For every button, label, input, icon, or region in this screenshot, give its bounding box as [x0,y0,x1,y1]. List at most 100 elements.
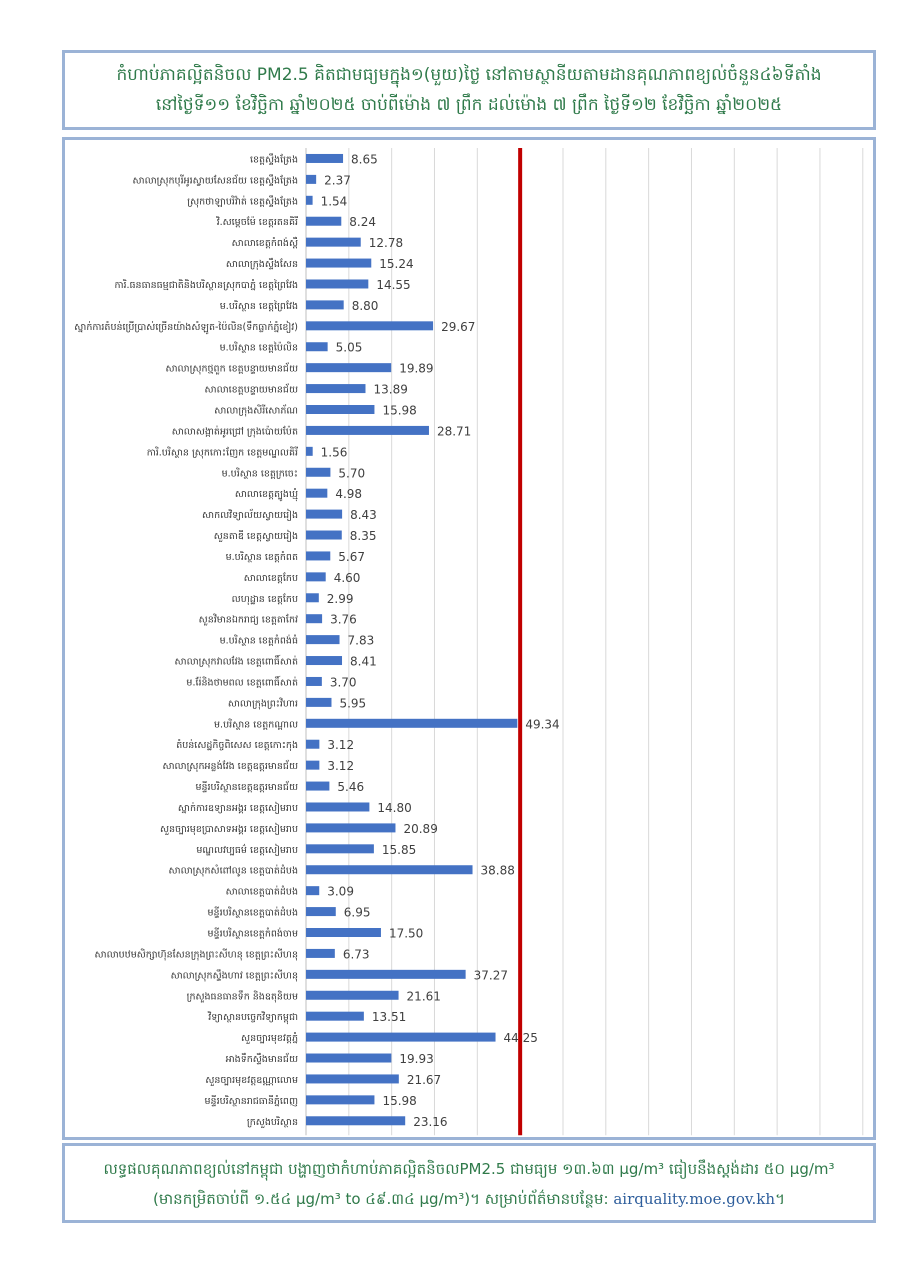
data-label: 12.78 [369,236,403,250]
bar [306,153,344,163]
data-label: 29.67 [441,320,475,334]
category-label: សាលាខេត្តបន្ទាយមានជ័យ [205,383,298,396]
category-label: មន្ទីរបរិស្ថានខេត្តបាត់ដំបង [208,906,298,919]
data-label: 38.88 [481,864,515,878]
website-link[interactable]: airquality.moe.gov.kh [613,1190,776,1208]
data-label: 14.80 [377,801,411,815]
data-label: 3.09 [327,885,354,899]
category-label: ម.បរិស្ថាន ខេត្តកំពត [226,550,298,563]
category-label: មន្ទីរបរិស្ថានខេត្តឧត្តរមានជ័យ [195,780,298,793]
summary-line-2: (មានកម្រិតចាប់ពី ១.៥៤ µg/m³ to ៤៩.៣៤ µg/… [153,1190,609,1208]
category-label: ម.បរិស្ថាន ខេត្តកំពង់ធំ [220,634,298,647]
bar [306,1116,406,1126]
data-label: 4.98 [335,487,362,501]
data-label: 19.89 [399,362,433,376]
category-label: សួនវិមានឯករាជ្យ ខេត្តតាកែវ [199,613,298,627]
bar [306,216,342,226]
bar [306,530,342,540]
bar [306,195,313,205]
category-label: មន្ទីរបរិស្ថានខេត្តកំពង់ចាម [208,927,298,940]
data-label: 8.80 [352,299,379,313]
bar [306,823,396,833]
category-label: សាលាក្រុងព្រះវិហារ [228,696,298,710]
data-label: 3.70 [330,675,357,689]
bar [306,1095,375,1105]
data-label: 8.35 [350,529,377,543]
bar [306,760,320,770]
data-label: 14.55 [376,278,410,292]
bar [306,174,317,184]
data-label: 2.37 [324,173,351,187]
data-label: 13.51 [372,1010,406,1024]
bar [306,865,473,875]
bar [306,718,518,728]
bar [306,614,323,624]
bar [306,384,366,394]
bar [306,279,369,289]
category-label: ម.បរិស្ថាន ខេត្តក្រចេះ [222,466,298,479]
bar [306,844,374,854]
category-label: មណ្ឌលវប្បធម៌ ខេត្តសៀមរាប [196,843,298,857]
bar-chart: 0102030405060708090100110120ខេត្តស្ទឹងត្… [74,148,864,1158]
category-label: ខេត្តស្ទឹងត្រែង [250,152,298,165]
data-label: 15.98 [382,404,416,418]
data-label: 1.54 [321,194,348,208]
data-label: 2.99 [327,592,354,606]
category-label: សាលាស្រុកអន្លង់វែង ខេត្តឧត្តរមានជ័យ [162,759,298,773]
category-label: ស្នាក់ការតំបន់ប្រើប្រាស់ច្រើនយ៉ាងសំឡូត-ប… [74,320,298,335]
data-label: 5.95 [339,696,366,710]
category-label: ម.បរិស្ថាន ខេត្តកណ្តាល [214,717,298,730]
data-label: 15.24 [379,257,413,271]
bar [306,969,466,979]
bar [306,1053,392,1063]
category-label: វិ.សម្តេចម៉ែ ខេត្តរតនគិរី [216,215,298,228]
data-label: 5.70 [338,466,365,480]
category-label: ក្រសួងបរិស្ថាន [247,1115,298,1129]
bar [306,886,320,896]
title-line-2: នៅថ្ងៃទី១១ ខែវិច្ឆិកា ឆ្នាំ២០២៥ ចាប់ពីម៉… [155,95,783,115]
data-label: 15.98 [382,1094,416,1108]
title-line-1: កំហាប់ភាគល្អិតនិចល PM2.5 គិតជាមធ្យមក្នុង… [116,65,822,85]
category-label: ម.បរិស្ថាន ខេត្តព្រៃវែង [220,299,298,312]
category-label: សាលាខេត្តត្បូងឃ្មុំ [235,487,298,502]
data-label: 8.24 [349,215,376,229]
data-label: 6.95 [344,906,371,920]
bar [306,551,331,561]
data-label: 23.16 [413,1115,447,1129]
data-label: 5.05 [336,341,363,355]
bar [306,990,399,1000]
bar [306,802,370,812]
category-label: ការិ.បរិស្ថាន ស្រុកកោះញែក ខេត្តមណ្ឌលគិរី [147,445,298,459]
category-label: សួនច្បារមុខប្រាសាទអង្គរ ខេត្តសៀមរាប [160,822,298,836]
data-label: 6.73 [343,947,370,961]
summary-line-1: លទ្ធផលគុណភាពខ្យល់នៅកម្ពុជា បង្ហាញថាកំហាប… [103,1160,835,1178]
data-label: 49.34 [525,717,559,731]
bar [306,237,361,247]
data-label: 4.60 [334,571,361,585]
bar [306,572,326,582]
category-label: សួនតាឌី ខេត្តស្វាយរៀង [214,529,298,543]
category-label: សាលាស្រុកវាលវែង ខេត្តពោធិ៍សាត់ [175,655,298,669]
data-label: 3.12 [327,759,354,773]
bar [306,446,313,456]
category-label: ស្រុកថាឡាបរិវ៉ាត់ ខេត្តស្ទឹងត្រែង [187,194,298,208]
data-label: 7.83 [348,634,375,648]
chart-box: 0102030405060708090100110120ខេត្តស្ទឹងត្… [62,137,876,1158]
data-label: 37.27 [474,968,508,982]
bar [306,1011,364,1021]
data-label: 13.89 [373,383,407,397]
category-label: សាលាខេត្តកំពង់ស្ពឺ [232,236,298,249]
category-label: សាកលវិទ្យាល័យស្វាយរៀង [202,508,298,522]
bar [306,907,336,917]
data-label: 8.41 [350,655,377,669]
bar [306,300,344,310]
bar [306,676,322,686]
bar [306,363,392,373]
data-label: 21.61 [407,989,441,1003]
category-label: សាលាស្រុកថ្មពួក ខេត្តបន្ទាយមានជ័យ [166,362,299,376]
bar [306,928,381,937]
category-label: សាលាបឋមសិក្សាហ៊ុនសែនក្រុងព្រះសីហនុ ខេត្ត… [95,947,298,961]
data-label: 8.65 [351,152,378,166]
bar [306,948,335,958]
bar [306,405,375,414]
